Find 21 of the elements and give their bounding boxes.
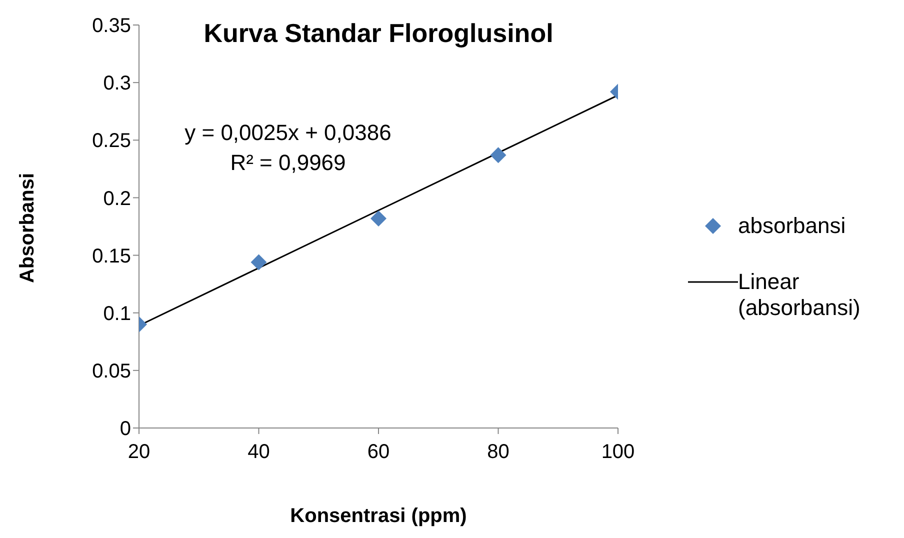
y-tick-label: 0.1 (103, 302, 131, 325)
y-tick-label: 0.15 (92, 245, 131, 268)
y-tick-label: 0.3 (103, 72, 131, 95)
x-axis-title: Konsentrasi (ppm) (289, 505, 468, 528)
y-tick-label: 0.2 (103, 188, 131, 210)
y-axis-title: Absorbansi (16, 172, 40, 284)
x-tick-label: 20 (128, 441, 150, 464)
point (370, 210, 386, 226)
y-tick-label: 0.25 (92, 130, 131, 152)
x-tick-label: 60 (367, 441, 390, 464)
x-tick-label: 40 (248, 441, 270, 464)
annotation: R² = 0,9969 (229, 149, 347, 177)
y-tick-label: 0 (120, 418, 131, 440)
annotation: y = 0,0025x + 0,0386 (184, 119, 392, 147)
x-tick-label: 100 (601, 441, 635, 464)
y-tick-label: 0.05 (92, 360, 131, 383)
x-tick-label: 80 (487, 441, 510, 464)
legend-label: absorbansi (738, 213, 847, 239)
y-tick-label: 0.35 (92, 15, 131, 38)
legend-label: Linear (absorbansi) (738, 269, 862, 321)
chart-title: Kurva Standar Floroglusinol (202, 18, 554, 49)
